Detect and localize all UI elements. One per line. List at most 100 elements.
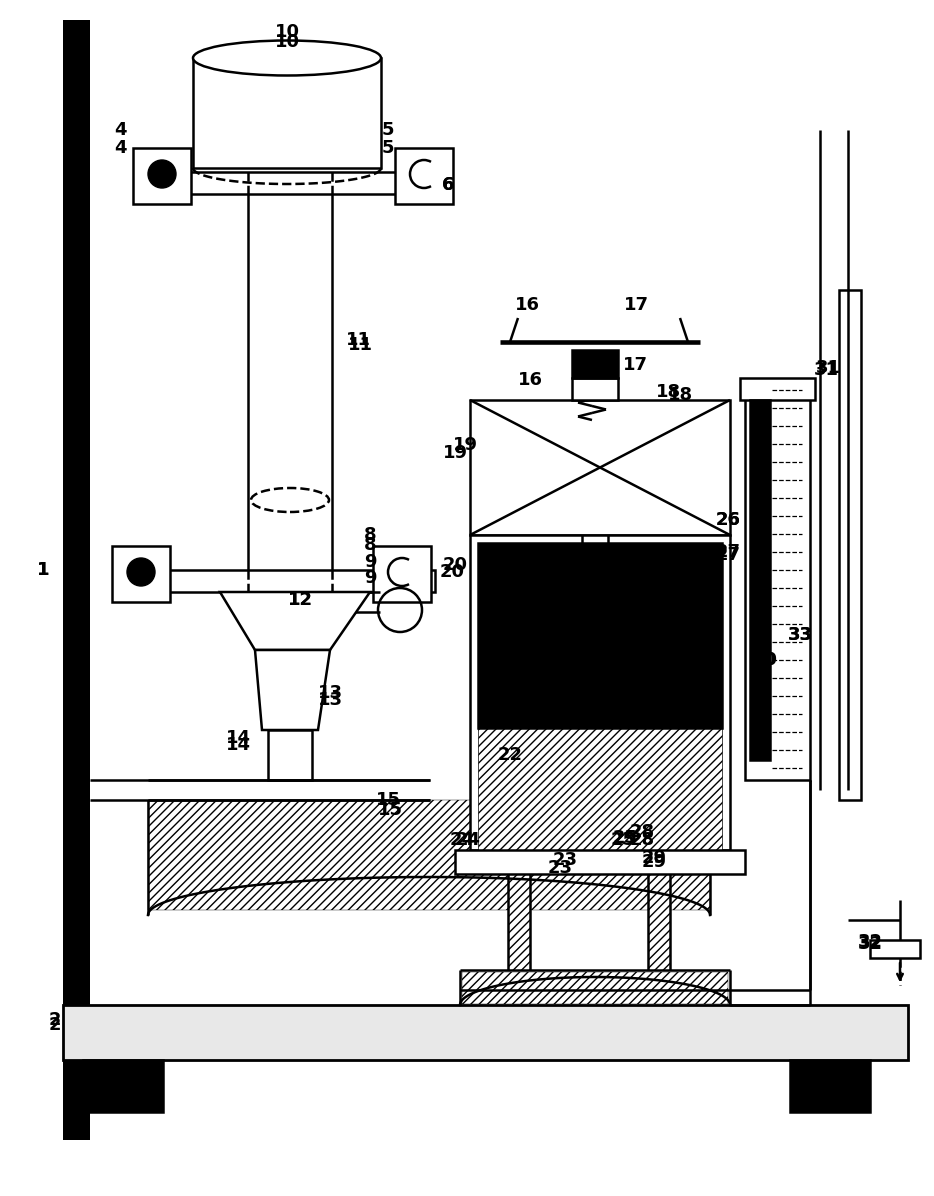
Text: 18: 18 <box>656 383 681 401</box>
Bar <box>462 972 728 1003</box>
Bar <box>83 1060 163 1112</box>
Bar <box>508 874 530 970</box>
Text: 13: 13 <box>318 691 343 709</box>
Bar <box>268 730 312 780</box>
Text: 14: 14 <box>225 736 250 753</box>
Circle shape <box>148 160 176 188</box>
Bar <box>870 940 920 958</box>
Bar <box>150 172 435 194</box>
Bar <box>839 289 861 800</box>
Text: 19: 19 <box>443 444 468 462</box>
Bar <box>63 1005 908 1060</box>
Ellipse shape <box>193 41 381 75</box>
Bar <box>455 850 745 874</box>
Text: 16: 16 <box>517 371 543 389</box>
Bar <box>112 547 170 602</box>
Circle shape <box>127 559 155 586</box>
Text: 33: 33 <box>787 626 813 643</box>
Text: 25: 25 <box>611 831 635 849</box>
Text: 1: 1 <box>36 561 50 579</box>
Text: 29: 29 <box>642 853 667 871</box>
Text: 12: 12 <box>288 591 313 609</box>
Bar <box>478 543 722 728</box>
Text: 5: 5 <box>382 139 394 157</box>
Text: 6: 6 <box>442 176 454 194</box>
Bar <box>133 148 191 205</box>
Text: 9: 9 <box>363 553 376 570</box>
Text: 21: 21 <box>488 606 513 624</box>
Text: 17: 17 <box>624 295 648 315</box>
Bar <box>750 399 770 759</box>
Text: 7: 7 <box>69 549 81 567</box>
Text: 31: 31 <box>814 361 839 379</box>
Text: 15: 15 <box>377 801 403 819</box>
Polygon shape <box>220 592 370 649</box>
Text: 24: 24 <box>456 831 480 849</box>
Bar <box>745 380 810 780</box>
Text: 23: 23 <box>547 859 573 877</box>
Text: 8: 8 <box>363 536 376 554</box>
Polygon shape <box>255 649 330 730</box>
Text: 12: 12 <box>288 591 313 609</box>
Text: 11: 11 <box>347 336 373 354</box>
Text: 2: 2 <box>49 1011 62 1029</box>
Bar <box>568 640 626 664</box>
Text: 27: 27 <box>715 543 741 561</box>
Bar <box>150 570 435 592</box>
Text: 8: 8 <box>363 526 376 544</box>
Polygon shape <box>255 649 330 730</box>
Bar <box>373 547 431 602</box>
Text: 10: 10 <box>275 33 300 51</box>
Text: 29: 29 <box>642 849 667 867</box>
Text: 28: 28 <box>630 823 655 841</box>
Text: 23: 23 <box>553 852 577 869</box>
Text: 11: 11 <box>346 331 371 349</box>
Text: 20: 20 <box>443 556 468 574</box>
Text: 18: 18 <box>668 386 693 404</box>
Text: 31: 31 <box>815 359 841 377</box>
Text: 3: 3 <box>106 1086 119 1104</box>
Text: 27: 27 <box>715 547 741 565</box>
Text: 28: 28 <box>630 831 655 849</box>
Text: 2: 2 <box>49 1015 62 1035</box>
Text: 5: 5 <box>382 121 394 139</box>
Bar <box>648 874 670 970</box>
Text: 30: 30 <box>753 651 777 669</box>
Text: 16: 16 <box>515 295 540 315</box>
Polygon shape <box>220 592 370 649</box>
Text: 33: 33 <box>787 626 813 643</box>
Bar <box>740 378 815 399</box>
Text: 15: 15 <box>375 791 401 808</box>
Polygon shape <box>148 800 710 910</box>
Text: 26: 26 <box>715 511 741 529</box>
Bar <box>572 350 618 378</box>
Text: 17: 17 <box>622 356 647 374</box>
Text: 32: 32 <box>857 935 883 953</box>
Text: 3: 3 <box>106 1081 119 1099</box>
Bar <box>268 730 312 780</box>
Text: 32: 32 <box>857 933 883 951</box>
Bar <box>395 148 453 205</box>
Text: 14: 14 <box>225 730 250 748</box>
Text: 30: 30 <box>752 651 776 669</box>
Bar <box>470 535 730 850</box>
Bar <box>63 20 90 1140</box>
Bar <box>790 1060 870 1112</box>
Bar <box>470 399 730 535</box>
Text: 7: 7 <box>69 549 81 567</box>
Text: 19: 19 <box>452 437 477 454</box>
Bar <box>572 378 618 399</box>
Text: 13: 13 <box>318 684 343 702</box>
Bar <box>478 720 722 850</box>
Text: 26: 26 <box>715 511 741 529</box>
Text: 20: 20 <box>440 563 464 581</box>
Text: 10: 10 <box>275 23 300 41</box>
Text: 25: 25 <box>613 829 638 847</box>
Text: 24: 24 <box>449 831 474 849</box>
Text: 4: 4 <box>114 121 126 139</box>
Text: 9: 9 <box>363 569 376 587</box>
Text: 22: 22 <box>498 746 522 764</box>
Text: 1: 1 <box>36 561 50 579</box>
Text: 6: 6 <box>442 176 454 194</box>
Text: 21: 21 <box>488 611 513 629</box>
